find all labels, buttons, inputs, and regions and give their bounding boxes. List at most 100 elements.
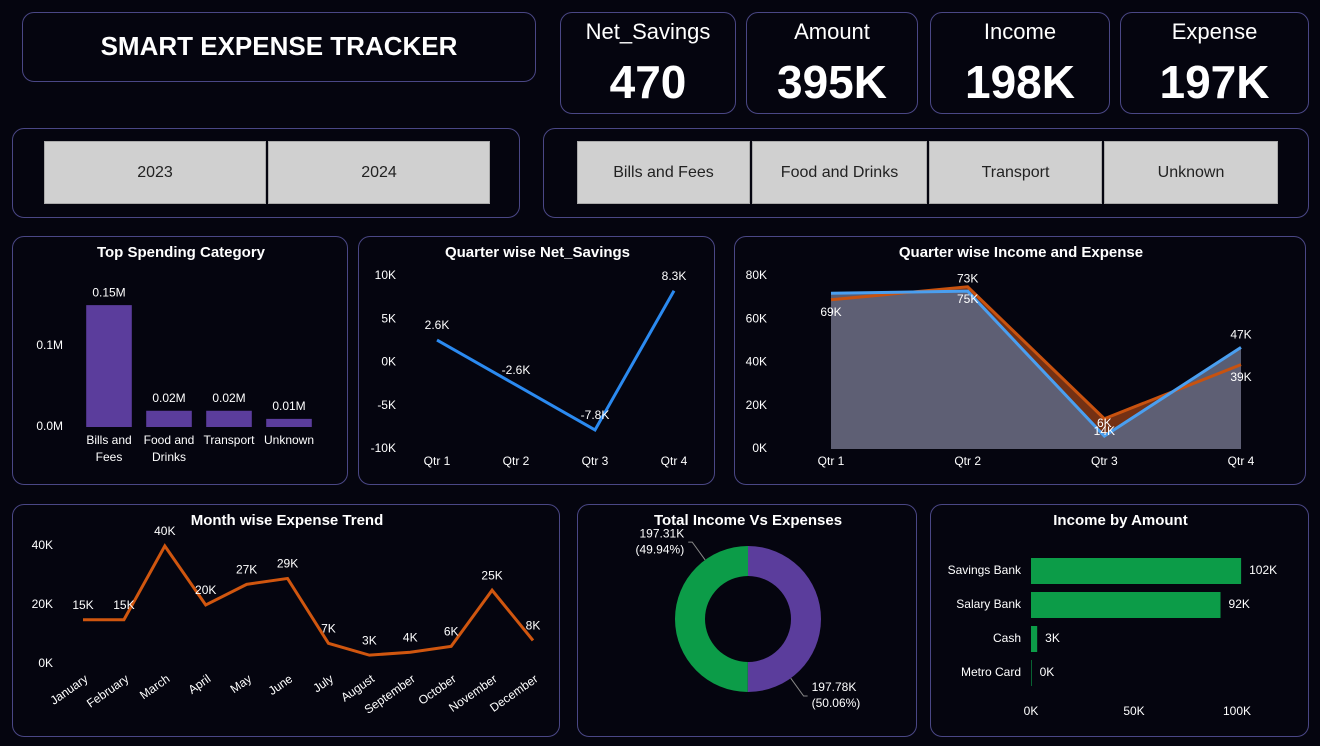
slicer-button[interactable]: Transport xyxy=(929,141,1102,204)
x-tick-label: 0K xyxy=(1024,704,1039,718)
line xyxy=(83,543,535,657)
kpi-card: Net_Savings 470 xyxy=(560,12,736,114)
data-label: 29K xyxy=(277,557,298,571)
y-tick-label: Cash xyxy=(993,631,1021,645)
chart-panel: Top Spending Category 0.0M 0.1M 0.15M Bills … xyxy=(12,236,348,485)
y-tick-label: 0.1M xyxy=(36,338,63,352)
y-tick-label: 5K xyxy=(381,311,396,325)
data-label: 2.6K xyxy=(425,318,450,332)
kpi-card: Expense 197K xyxy=(1120,12,1309,114)
chart-title: Income by Amount xyxy=(1053,512,1187,529)
data-label: 0.01M xyxy=(272,399,305,413)
x-tick-label: Food and Drinks xyxy=(143,433,195,464)
x-tick-label: January xyxy=(48,672,91,708)
x-tick-label: Qtr 3 xyxy=(582,454,609,468)
y-tick-label: -5K xyxy=(377,398,396,412)
x-tick-label: Qtr 1 xyxy=(424,454,451,468)
line xyxy=(830,289,1242,438)
y-tick-label: Salary Bank xyxy=(956,597,1022,611)
kpi-label: Expense xyxy=(1171,19,1258,44)
title-panel: SMART EXPENSE TRACKER xyxy=(22,12,536,82)
line xyxy=(436,289,676,433)
y-tick-label: 10K xyxy=(375,268,396,282)
kpi-card: Amount 395K xyxy=(746,12,918,114)
kpi-card: Income 198K xyxy=(930,12,1110,114)
data-label: 14K xyxy=(1094,424,1115,438)
chart-panel: Income by Amount 0K 50K 100K Savings Bank 102… xyxy=(930,504,1309,737)
bar xyxy=(206,410,252,427)
chart-title: Total Income Vs Expenses xyxy=(654,512,842,529)
data-label: 25K xyxy=(481,568,502,582)
data-label: 0K xyxy=(1040,665,1055,679)
x-tick-label: Transport xyxy=(203,433,255,447)
bar xyxy=(1031,558,1242,584)
data-label: 15K xyxy=(113,598,134,612)
kpi-value: 395K xyxy=(777,56,887,108)
chart-title: Top Spending Category xyxy=(97,244,266,261)
data-label: 75K xyxy=(957,292,978,306)
kpi-label: Income xyxy=(983,19,1057,44)
x-tick-label: June xyxy=(266,671,296,698)
data-label: 6K xyxy=(444,624,459,638)
y-tick-label: 0K xyxy=(752,441,767,455)
data-label: 8.3K xyxy=(662,269,687,283)
data-label: 15K xyxy=(72,598,93,612)
leader-line xyxy=(790,677,808,697)
chart: Quarter wise Income and Expense 0K 20K 40K 6… xyxy=(746,244,1255,468)
bar xyxy=(1031,592,1221,618)
data-label: 40K xyxy=(154,524,175,538)
leader-line xyxy=(688,541,706,561)
data-label: 73K xyxy=(957,271,978,285)
data-label: 7K xyxy=(321,622,336,636)
kpi-value: 470 xyxy=(609,56,687,108)
donut-slice xyxy=(674,546,748,692)
data-label: 8K xyxy=(526,619,541,633)
y-tick-label: 60K xyxy=(746,311,767,325)
x-tick-label: April xyxy=(186,672,214,697)
chart: Income by Amount 0K 50K 100K Savings Bank 102… xyxy=(948,512,1278,718)
slicer-button[interactable]: 2024 xyxy=(268,141,490,204)
x-tick-label: July xyxy=(310,672,336,696)
x-tick-label: March xyxy=(137,672,172,703)
data-label: 6K xyxy=(1097,416,1112,430)
y-tick-label: -10K xyxy=(371,441,396,455)
data-label: 4K xyxy=(403,630,418,644)
data-label: 3K xyxy=(1045,631,1060,645)
data-label: 0.02M xyxy=(212,391,245,405)
x-tick-label: Qtr 2 xyxy=(954,454,981,468)
x-tick-label: Qtr 3 xyxy=(1091,454,1118,468)
x-label-box: Bills and Fees xyxy=(86,433,132,464)
y-tick-label: 40K xyxy=(32,538,53,552)
x-tick-label: Qtr 1 xyxy=(818,454,845,468)
data-label: 20K xyxy=(195,583,216,597)
data-label: 102K xyxy=(1249,563,1277,577)
slicer-button[interactable]: Food and Drinks xyxy=(752,141,927,204)
x-label-box: Transport xyxy=(203,433,255,447)
slicer-button[interactable]: 2023 xyxy=(44,141,266,204)
slicer-button[interactable]: Bills and Fees xyxy=(577,141,750,204)
chart-panel: Quarter wise Net_Savings -10K -5K 0K 5K 10K Qt… xyxy=(358,236,715,485)
data-label: 3K xyxy=(362,633,377,647)
data-label: 197.78K xyxy=(812,680,857,694)
kpi-value: 197K xyxy=(1159,56,1270,108)
x-tick-label: Unknown xyxy=(263,433,315,447)
y-tick-label: 0K xyxy=(381,355,396,369)
y-tick-label: 0.0M xyxy=(36,419,63,433)
data-label: (49.94%) xyxy=(636,542,685,556)
chart-panel: Month wise Expense Trend 0K 20K 40K January F… xyxy=(12,504,560,737)
data-label: -2.6K xyxy=(502,363,531,377)
chart-panel: Total Income Vs Expenses 197.78K (50.06%) 1… xyxy=(577,504,917,737)
x-tick-label: February xyxy=(84,672,131,711)
chart-panel: Quarter wise Income and Expense 0K 20K 40K 6… xyxy=(734,236,1306,485)
x-tick-label: Qtr 4 xyxy=(1228,454,1255,468)
data-label: -7.8K xyxy=(581,408,610,422)
bar xyxy=(1031,660,1032,686)
x-tick-label: Bills and Fees xyxy=(86,433,132,464)
kpi-value: 198K xyxy=(965,56,1075,108)
bar xyxy=(146,410,192,427)
x-tick-label: Qtr 2 xyxy=(503,454,530,468)
kpi-label: Amount xyxy=(794,19,870,44)
chart-title: Quarter wise Net_Savings xyxy=(445,244,630,261)
slicer-button[interactable]: Unknown xyxy=(1104,141,1278,204)
